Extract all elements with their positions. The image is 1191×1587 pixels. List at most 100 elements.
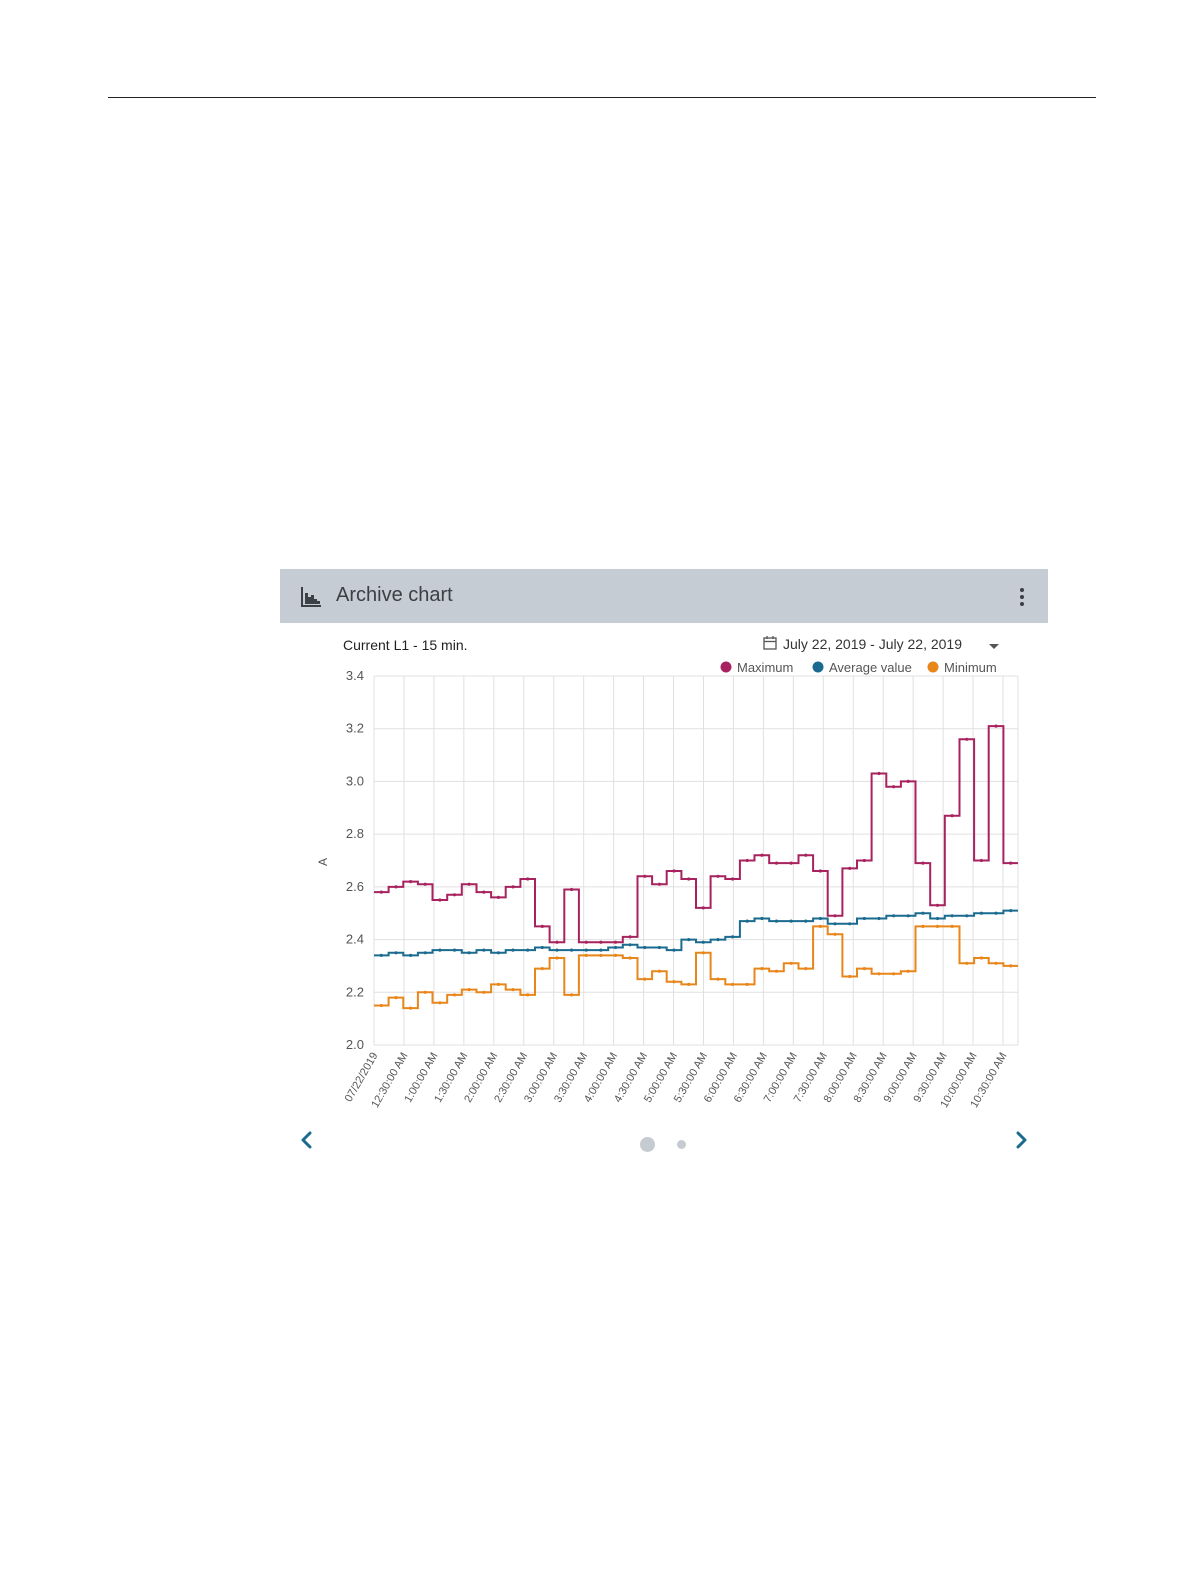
data-point — [613, 945, 618, 950]
data-point — [994, 961, 998, 965]
data-point — [570, 993, 574, 997]
data-point — [950, 814, 954, 818]
data-point — [774, 969, 779, 973]
data-point — [555, 956, 559, 960]
data-point — [482, 990, 486, 994]
data-point — [570, 887, 574, 892]
chart-legend: Maximum Average value Minimum — [720, 660, 997, 675]
data-point — [877, 916, 881, 921]
data-point — [379, 890, 383, 894]
data-point — [701, 951, 705, 955]
data-point — [452, 993, 457, 997]
data-point — [877, 972, 881, 976]
y-tick-label: 2.4 — [346, 932, 364, 947]
date-range-selector[interactable]: July 22, 2019 - July 22, 2019 — [763, 636, 999, 652]
data-point — [379, 1003, 383, 1008]
caret-down-icon — [989, 644, 999, 649]
data-point — [921, 911, 925, 915]
data-point — [657, 945, 661, 950]
data-point — [833, 922, 837, 926]
data-point — [511, 885, 515, 889]
data-point — [423, 882, 427, 886]
legend-marker — [720, 661, 732, 673]
data-point — [979, 956, 984, 960]
data-point — [438, 1001, 442, 1005]
data-point — [731, 877, 735, 881]
archive-line-chart: Current L1 - 15 min. July 22, 2019 - Jul… — [316, 636, 1019, 1110]
data-point — [409, 1006, 413, 1010]
widget-header: Archive chart — [280, 569, 1048, 623]
data-point — [555, 948, 559, 952]
data-point — [1009, 964, 1013, 968]
y-tick-label: 3.4 — [346, 668, 364, 683]
series-line-0 — [374, 725, 1018, 944]
data-point — [687, 982, 691, 986]
data-point — [848, 974, 852, 979]
legend-marker — [927, 661, 939, 673]
data-point — [760, 916, 764, 921]
data-point — [760, 967, 764, 971]
data-point — [628, 935, 632, 939]
chevron-right-icon[interactable] — [1010, 1129, 1032, 1151]
data-point — [643, 874, 647, 878]
more-options-button[interactable] — [1008, 583, 1036, 611]
data-point — [804, 853, 808, 857]
data-point — [687, 938, 691, 942]
data-point — [818, 869, 823, 873]
data-point — [935, 916, 940, 921]
data-point — [511, 948, 515, 952]
data-point — [613, 953, 618, 957]
data-point — [628, 956, 632, 960]
data-point — [848, 866, 852, 870]
data-point — [540, 945, 544, 950]
data-point — [950, 924, 954, 928]
data-point — [628, 943, 632, 947]
data-point — [599, 948, 603, 952]
pager-dot-2[interactable] — [677, 1140, 686, 1149]
data-point — [672, 980, 676, 984]
data-point — [570, 948, 574, 952]
data-point — [599, 953, 603, 957]
pager-dot-1[interactable] — [640, 1137, 655, 1152]
data-point — [965, 961, 969, 965]
data-point — [467, 951, 471, 955]
data-point — [467, 988, 471, 992]
chart-grid — [373, 675, 1019, 1046]
data-point — [994, 911, 998, 915]
chevron-left-icon[interactable] — [296, 1129, 318, 1151]
data-point — [965, 914, 969, 918]
data-point — [657, 969, 661, 973]
menu-dot — [1020, 602, 1024, 606]
data-point — [526, 877, 530, 881]
data-point — [657, 882, 661, 886]
data-point — [423, 951, 427, 955]
data-point — [438, 948, 442, 952]
more-vertical-icon — [1020, 588, 1024, 592]
data-point — [774, 919, 779, 923]
data-point — [848, 922, 852, 926]
data-point — [409, 880, 413, 884]
page-header-rule — [108, 97, 1096, 98]
data-point — [452, 948, 457, 952]
legend-label: Minimum — [944, 660, 997, 675]
data-point — [862, 916, 866, 921]
data-point — [745, 982, 749, 986]
data-point — [599, 940, 603, 944]
data-point — [643, 945, 647, 950]
data-point — [687, 877, 691, 881]
data-point — [1009, 861, 1013, 865]
data-point — [789, 961, 793, 965]
data-point — [496, 951, 500, 955]
data-point — [511, 988, 515, 992]
data-point — [818, 924, 823, 928]
bar-chart-icon — [301, 587, 321, 607]
data-point — [804, 919, 808, 923]
data-point — [613, 940, 618, 944]
data-point — [906, 969, 910, 973]
data-point — [482, 948, 486, 952]
data-point — [731, 935, 735, 939]
data-point — [789, 861, 793, 865]
legend-label: Maximum — [737, 660, 793, 675]
data-point — [584, 948, 588, 952]
data-point — [496, 895, 500, 899]
